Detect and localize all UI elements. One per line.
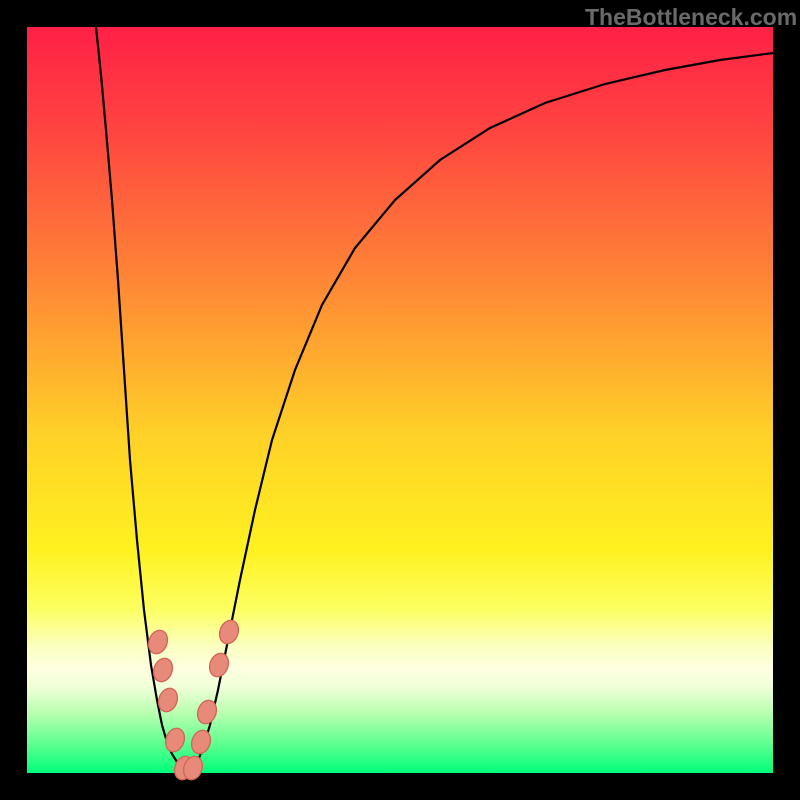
plot-area xyxy=(27,27,773,773)
chart-container: TheBottleneck.com xyxy=(0,0,800,800)
bottleneck-chart xyxy=(0,0,800,800)
